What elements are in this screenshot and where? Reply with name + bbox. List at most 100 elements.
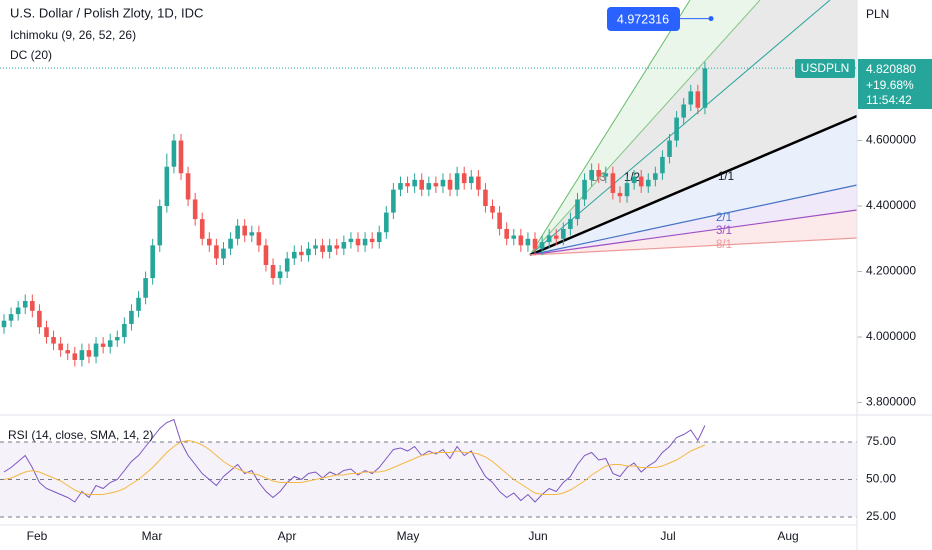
candle-body <box>596 169 602 177</box>
candle-body <box>412 179 417 187</box>
candle-body <box>369 238 375 243</box>
candle-body <box>157 206 163 246</box>
candle-body <box>313 245 318 249</box>
candle-body <box>660 156 665 174</box>
fan-line <box>529 0 831 256</box>
candle-body <box>391 189 396 213</box>
countdown-label: 11:54:42 <box>866 93 912 107</box>
candle-body <box>561 228 566 239</box>
y-tick-label: 4.400000 <box>866 198 916 212</box>
y-tick-label: 4.200000 <box>866 264 916 278</box>
last-price-label: 4.820880 <box>866 62 916 76</box>
candle-body <box>277 271 283 279</box>
candle-body <box>228 238 233 249</box>
candle-body <box>270 264 276 279</box>
x-tick-label: Jun <box>528 529 547 543</box>
y-tick-label: 4.600000 <box>866 133 916 147</box>
candle-body <box>291 251 297 259</box>
candle-body <box>589 169 594 180</box>
candle-body <box>546 235 552 243</box>
candle-body <box>440 179 446 187</box>
candle-body <box>199 219 205 239</box>
candle-body <box>497 212 502 229</box>
candle-body <box>490 206 495 213</box>
y-tick-label: 4.000000 <box>866 329 916 343</box>
candle-body <box>568 219 573 229</box>
candle-body <box>610 173 616 193</box>
candle-body <box>242 225 248 236</box>
change-label: +19.68% <box>866 78 914 92</box>
candle-body <box>539 242 545 249</box>
candle-body <box>143 278 148 298</box>
y-tick-label: 25.00 <box>866 509 896 523</box>
fan-label: 1/1 <box>718 171 734 183</box>
candle-body <box>334 245 340 249</box>
candle-body <box>51 337 56 344</box>
x-tick-label: Feb <box>27 529 48 543</box>
candle-body <box>348 238 354 243</box>
candle-body <box>667 140 672 157</box>
candle-body <box>454 173 460 190</box>
candle-body <box>1 320 7 328</box>
candle-body <box>376 232 382 243</box>
candle-body <box>511 235 517 239</box>
marker-label: 4.972316 <box>617 12 669 26</box>
candle-body <box>284 258 290 272</box>
candle-body <box>171 140 177 167</box>
candle-body <box>398 183 403 190</box>
indicator-label: DC (20) <box>10 48 52 62</box>
candle-body <box>256 232 262 246</box>
rsi-line <box>3 439 706 495</box>
candle-body <box>164 166 170 207</box>
candle-body <box>178 140 184 174</box>
candle-body <box>129 310 134 324</box>
indicator-label: Ichimoku (9, 26, 52, 26) <box>10 28 136 42</box>
rsi-title: RSI (14, close, SMA, 14, 2) <box>8 428 153 442</box>
candle-body <box>525 238 531 246</box>
candle-body <box>405 183 410 187</box>
fan-line <box>529 237 858 256</box>
chart-title: U.S. Dollar / Polish Zloty, 1D, IDC <box>10 5 203 20</box>
candle-body <box>532 238 538 249</box>
marker-box <box>607 7 680 31</box>
last-price-box <box>858 59 932 109</box>
marker-point <box>708 16 714 22</box>
currency-label: PLN <box>866 7 889 21</box>
candle-body <box>93 343 99 357</box>
candle-body <box>355 238 361 246</box>
candle-body <box>192 199 198 220</box>
candle-body <box>483 189 488 207</box>
candle-body <box>249 232 255 236</box>
candle-body <box>631 176 637 184</box>
candle-body <box>22 301 28 308</box>
candle-body <box>476 176 481 190</box>
plot: 3.800000 4.000000 4.200000 4.400000 4.600000… <box>0 16 916 523</box>
candle-body <box>207 238 212 246</box>
fan-label: 8/1 <box>716 239 732 251</box>
candle-body <box>122 323 127 338</box>
candle-body <box>72 353 78 360</box>
candle-body <box>518 235 524 246</box>
candle-body <box>136 297 141 311</box>
candle-body <box>447 179 453 190</box>
candle-body <box>617 192 623 197</box>
x-tick-label: Aug <box>777 529 798 543</box>
candle-body <box>107 340 113 347</box>
candle-body <box>44 327 49 338</box>
candle-body <box>185 173 191 200</box>
candle-body <box>702 68 708 108</box>
candle-body <box>37 310 42 328</box>
candle-body <box>575 199 580 220</box>
candle-body <box>235 225 240 239</box>
candle-body <box>653 173 658 180</box>
candle-body <box>327 245 332 252</box>
candle-body <box>468 176 474 184</box>
candle-body <box>58 343 63 351</box>
candle-body <box>504 228 509 239</box>
candle-body <box>15 307 21 315</box>
fan-line <box>529 184 858 256</box>
fan-line <box>529 114 858 257</box>
candle-body <box>582 179 587 200</box>
x-tick-label: Mar <box>142 529 163 543</box>
